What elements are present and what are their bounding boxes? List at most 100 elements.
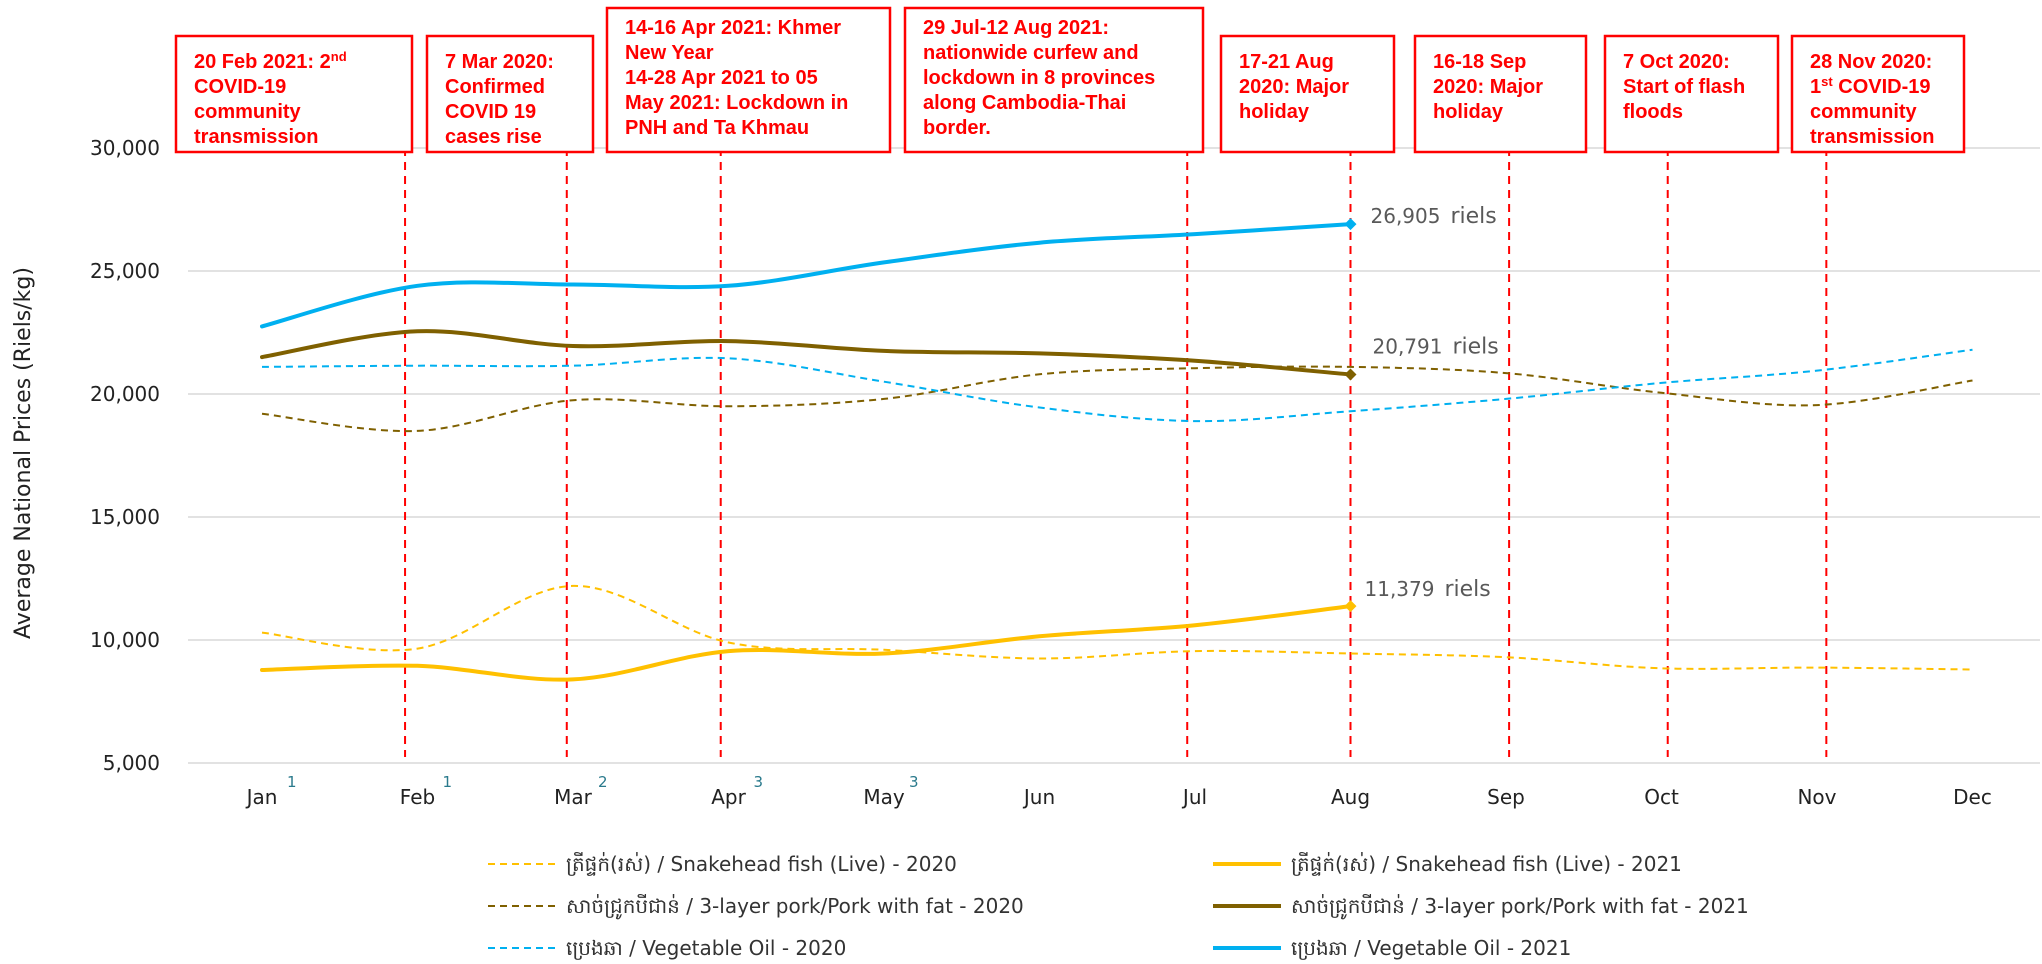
y-tick-label: 10,000 — [90, 628, 160, 652]
event-text-line: holiday — [1239, 101, 1310, 123]
event-text-line: cases rise — [445, 126, 542, 148]
event-text-line: COVID 19 — [445, 101, 536, 123]
event-annotation: 7 Mar 2020: Confirmed COVID 19 cases rise — [425, 34, 595, 154]
end-point-marker — [1344, 600, 1357, 613]
end-unit-label: riels — [1450, 204, 1496, 229]
x-tick-superscript: 3 — [909, 773, 919, 791]
legend: ត្រីផ្ទក់(រស់) / Snakehead fish (Live) -… — [488, 851, 1749, 960]
event-text-line: transmission — [1810, 126, 1934, 148]
x-tick-label: Mar — [554, 785, 593, 809]
legend-label: ត្រីផ្ទក់(រស់) / Snakehead fish (Live) -… — [566, 851, 957, 876]
event-box — [1603, 34, 1780, 154]
event-text-line: holiday — [1433, 101, 1504, 123]
x-tick-label: Sep — [1487, 785, 1525, 809]
x-tick-superscript: 1 — [443, 773, 453, 791]
x-tick-superscript: 3 — [754, 773, 764, 791]
event-text-line: 2020: Major — [1239, 76, 1349, 98]
x-tick-label: Jun — [1022, 785, 1055, 809]
x-tick-superscript: 2 — [598, 773, 608, 791]
event-box — [1219, 34, 1396, 154]
legend-item: សាច់ជ្រូកបីជាន់ / 3-layer pork/Pork with… — [488, 893, 1024, 920]
event-text-line: Start of flash — [1623, 76, 1745, 98]
event-text-line: 29 Jul-12 Aug 2021: — [923, 17, 1109, 39]
event-text-line: COVID-19 — [194, 76, 286, 98]
x-tick-label: May — [863, 785, 905, 809]
legend-item: ត្រីផ្ទក់(រស់) / Snakehead fish (Live) -… — [488, 851, 957, 876]
y-tick-label: 25,000 — [90, 259, 160, 283]
event-text-line: 20 Feb 2021: 2nd — [194, 49, 347, 74]
legend-label: សាច់ជ្រូកបីជាន់ / 3-layer pork/Pork with… — [1291, 893, 1749, 920]
event-box — [1790, 34, 1966, 154]
event-box — [903, 6, 1205, 154]
y-tick-label: 5,000 — [103, 751, 160, 775]
event-text-line: nationwide curfew and — [923, 42, 1139, 64]
event-annotation: 29 Jul-12 Aug 2021: nationwide curfew and… — [903, 6, 1205, 154]
x-tick-label: Nov — [1797, 785, 1836, 809]
x-tick-label: Aug — [1331, 785, 1370, 809]
event-text-line: PNH and Ta Khmau — [625, 117, 809, 139]
event-text-line: lockdown in 8 provinces — [923, 67, 1155, 89]
y-axis-title: Average National Prices (Riels/kg) — [11, 267, 36, 639]
event-text-line: 14-16 Apr 2021: Khmer — [625, 17, 841, 39]
y-tick-label: 15,000 — [90, 505, 160, 529]
x-tick-label: Jul — [1181, 785, 1207, 809]
legend-item: ត្រីផ្ទក់(រស់) / Snakehead fish (Live) -… — [1213, 851, 1682, 876]
y-axis-ticks: 5,000 10,000 15,000 20,000 25,000 30,000 — [90, 136, 160, 775]
event-box — [1413, 34, 1588, 154]
end-unit-label: riels — [1444, 577, 1490, 602]
y-tick-label: 20,000 — [90, 382, 160, 406]
event-text-line: 17-21 Aug — [1239, 51, 1334, 73]
x-tick-label: Feb — [400, 785, 435, 809]
end-value-label: 11,379 — [1365, 577, 1435, 601]
event-annotation: 16-18 Sep 2020: Major holiday — [1413, 34, 1588, 154]
event-text-line: New Year — [625, 42, 714, 64]
event-text-line: May 2021: Lockdown in — [625, 92, 848, 114]
event-text-line: 14-28 Apr 2021 to 05 — [625, 67, 818, 89]
event-annotation: 17-21 Aug 2020: Major holiday — [1219, 34, 1396, 154]
legend-label: ប្រេងឆា / Vegetable Oil - 2021 — [1291, 936, 1571, 960]
event-text-line: community — [1810, 101, 1918, 123]
event-annotation: 14-16 Apr 2021: Khmer New Year 14-28 Apr 2… — [605, 6, 892, 154]
event-text-line: border. — [923, 117, 991, 139]
event-text-line: 2020: Major — [1433, 76, 1543, 98]
event-text-line: along Cambodia-Thai — [923, 92, 1126, 114]
legend-item: ប្រេងឆា / Vegetable Oil - 2020 — [488, 936, 846, 960]
legend-item: សាច់ជ្រូកបីជាន់ / 3-layer pork/Pork with… — [1213, 893, 1749, 920]
x-tick-label: Apr — [711, 785, 746, 809]
series-line-vegetable-oil-2020 — [261, 348, 1973, 423]
end-value-label: 20,791 — [1373, 335, 1443, 359]
event-text-line: community — [194, 101, 302, 123]
event-text-line: Confirmed — [445, 76, 545, 98]
series-line-pork-with-fat-2020 — [261, 365, 1973, 433]
end-point-marker — [1344, 218, 1357, 231]
event-box — [174, 34, 414, 154]
event-text-line: 16-18 Sep — [1433, 51, 1526, 73]
x-tick-superscript: 1 — [287, 773, 297, 791]
event-text-line: 7 Oct 2020: — [1623, 51, 1730, 73]
event-box — [605, 6, 892, 154]
legend-label: សាច់ជ្រូកបីជាន់ / 3-layer pork/Pork with… — [566, 893, 1024, 920]
x-tick-label: Jan — [245, 785, 278, 809]
x-tick-label: Dec — [1953, 785, 1992, 809]
legend-item: ប្រេងឆា / Vegetable Oil - 2021 — [1213, 936, 1571, 960]
y-tick-label: 30,000 — [90, 136, 160, 160]
end-unit-label: riels — [1452, 335, 1498, 360]
series-lines — [260, 218, 1973, 682]
series-line-snakehead-fish-live-2020 — [261, 584, 1973, 671]
series-line-vegetable-oil-2021 — [260, 222, 1353, 329]
series-line-pork-with-fat-2021 — [260, 329, 1353, 377]
legend-label: ប្រេងឆា / Vegetable Oil - 2020 — [566, 936, 846, 960]
event-text-line: 1st COVID-19 — [1810, 74, 1931, 99]
event-text-line: 28 Nov 2020: — [1810, 51, 1932, 73]
end-point-marker — [1344, 368, 1357, 381]
event-box — [425, 34, 595, 154]
end-labels: 11,379 riels 20,791 riels 26,905 riels — [1365, 204, 1499, 602]
event-lines — [404, 148, 1828, 757]
end-value-label: 26,905 — [1371, 204, 1441, 228]
event-annotation: 7 Oct 2020: Start of flash floods — [1603, 34, 1780, 154]
